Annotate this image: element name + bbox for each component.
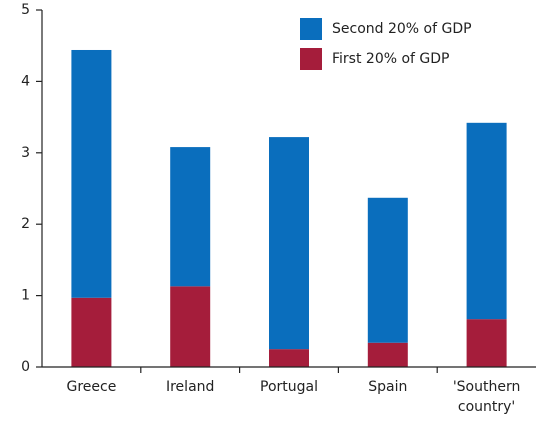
- y-tick-label: 5: [21, 2, 30, 18]
- legend-label: Second 20% of GDP: [332, 21, 472, 37]
- bar-segment: [71, 49, 112, 298]
- y-tick-label: 3: [21, 145, 30, 161]
- x-tick-label: Greece: [66, 379, 116, 395]
- y-tick-label: 4: [21, 73, 30, 89]
- y-tick-label: 1: [21, 288, 30, 304]
- legend-label: First 20% of GDP: [332, 51, 450, 67]
- bar-segment: [466, 122, 507, 320]
- y-tick-label: 0: [21, 359, 30, 375]
- x-tick-label: Ireland: [166, 379, 214, 395]
- y-tick-label: 2: [21, 216, 30, 232]
- bar-segment: [367, 197, 408, 343]
- x-tick-label: Spain: [368, 379, 407, 395]
- bar-segment: [367, 342, 408, 367]
- legend-swatch: [300, 18, 322, 40]
- bar-segment: [466, 319, 507, 367]
- legend-swatch: [300, 48, 322, 70]
- bar-segment: [269, 349, 309, 367]
- bar-segment: [170, 286, 211, 367]
- bar-segment: [71, 297, 112, 367]
- bar-segment: [170, 147, 211, 287]
- bar-segment: [269, 137, 309, 350]
- x-tick-label: 'Southern country': [453, 379, 521, 415]
- x-tick-label: Portugal: [260, 379, 318, 395]
